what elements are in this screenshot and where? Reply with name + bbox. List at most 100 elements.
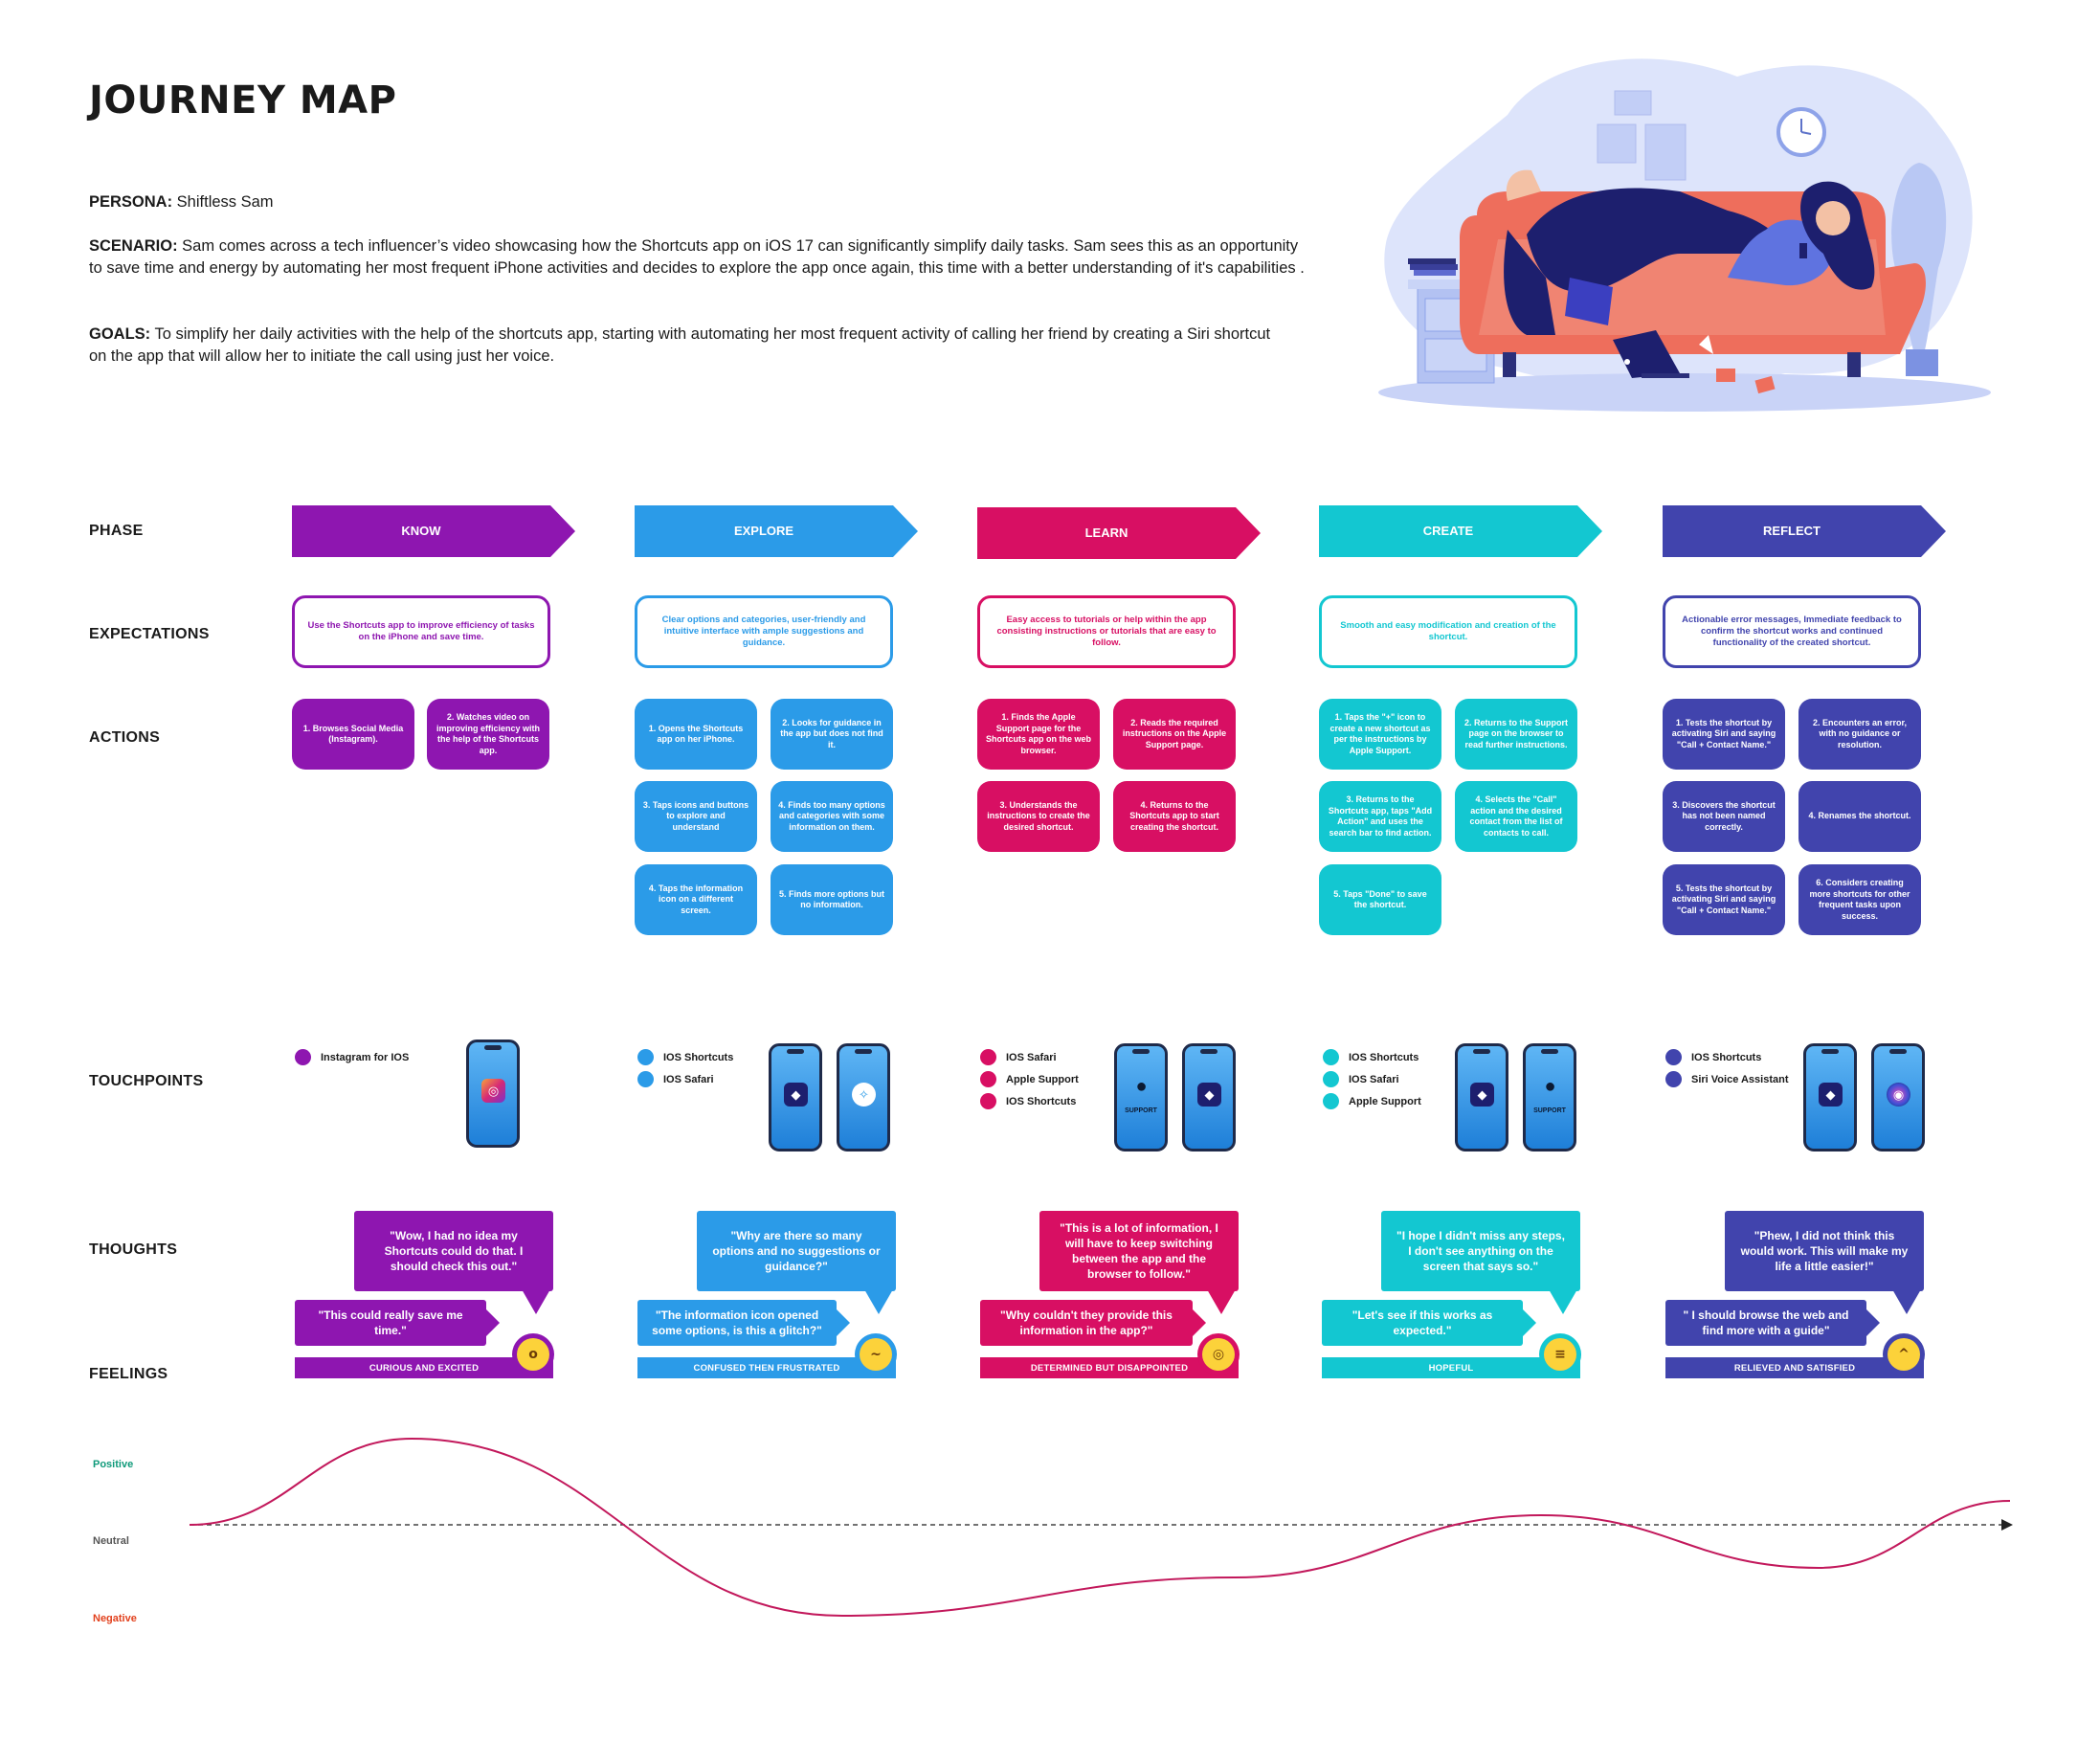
thought-know-2: "This could really save me time." <box>295 1300 486 1346</box>
phone-shortcuts: ◆ <box>769 1043 822 1151</box>
phase-create-label: CREATE <box>1422 524 1474 538</box>
action-create-4: 4. Selects the "Call" action and the des… <box>1455 781 1577 852</box>
touchpoint-item: Instagram for IOS <box>295 1046 409 1068</box>
scenario-label: SCENARIO: <box>89 237 178 255</box>
feeling-reflect: RELIEVED AND SATISFIED <box>1665 1357 1924 1378</box>
speech-tail <box>837 1309 850 1336</box>
action-learn-4: 4. Returns to the Shortcuts app to start… <box>1113 781 1236 852</box>
action-create-2: 2. Returns to the Support page on the br… <box>1455 699 1577 770</box>
axis-label-negative: Negative <box>93 1613 137 1624</box>
emoji-reflect: ^ <box>1883 1333 1925 1375</box>
thought-reflect-1: "Phew, I did not think this would work. … <box>1725 1211 1924 1291</box>
speech-tail <box>522 1289 550 1314</box>
touchpoint-item: Siri Voice Assistant <box>1665 1068 1788 1090</box>
phone-safari: ✧ <box>837 1043 890 1151</box>
phase-arrow-shape <box>292 505 575 557</box>
row-label-touchpoints: TOUCHPOINTS <box>89 1073 204 1089</box>
persona-label: PERSONA: <box>89 193 173 211</box>
action-create-1: 1. Taps the "+" icon to create a new sho… <box>1319 699 1441 770</box>
touchpoint-item: IOS Shortcuts <box>980 1090 1079 1112</box>
phone-shortcuts: ◆ <box>1803 1043 1857 1151</box>
expectation-learn: Easy access to tutorials or help within … <box>977 595 1236 668</box>
phase-know-label: KNOW <box>401 524 441 538</box>
thought-learn-1: "This is a lot of information, I will ha… <box>1039 1211 1239 1291</box>
action-reflect-1: 1. Tests the shortcut by activating Siri… <box>1663 699 1785 770</box>
touchpoint-item: Apple Support <box>1323 1090 1421 1112</box>
bullet-dot <box>637 1049 654 1065</box>
touchpoint-label: IOS Safari <box>663 1073 714 1085</box>
apple-support-icon: ● <box>1135 1076 1148 1097</box>
emotion-curve-chart <box>189 1437 2013 1618</box>
touchpoints-create: IOS Shortcuts IOS Safari Apple Support <box>1323 1046 1421 1112</box>
action-learn-3: 3. Understands the instructions to creat… <box>977 781 1100 852</box>
support-label: SUPPORT <box>1533 1107 1566 1114</box>
speech-tail <box>864 1289 893 1314</box>
action-explore-4: 4. Finds too many options and categories… <box>771 781 893 852</box>
row-label-feelings: FEELINGS <box>89 1366 168 1382</box>
touchpoint-label: IOS Shortcuts <box>663 1051 734 1063</box>
action-reflect-6: 6. Considers creating more shortcuts for… <box>1798 864 1921 935</box>
emotion-line <box>189 1437 2011 1618</box>
phone-apple-support: ● SUPPORT <box>1523 1043 1576 1151</box>
touchpoint-label: IOS Shortcuts <box>1691 1051 1762 1063</box>
phase-learn-label: LEARN <box>1084 525 1128 540</box>
action-know-2: 2. Watches video on improving efficiency… <box>427 699 549 770</box>
touchpoint-label: Siri Voice Assistant <box>1691 1073 1789 1085</box>
speech-tail <box>1892 1289 1921 1314</box>
thought-explore-2: "The information icon opened some option… <box>637 1300 837 1346</box>
bullet-dot <box>1665 1049 1682 1065</box>
bullet-dot <box>1323 1071 1339 1087</box>
row-label-phase: PHASE <box>89 523 144 539</box>
axis-label-positive: Positive <box>93 1459 134 1470</box>
expectation-know: Use the Shortcuts app to improve efficie… <box>292 595 550 668</box>
phone-siri: ◉ <box>1871 1043 1925 1151</box>
shortcuts-app-icon: ◆ <box>784 1083 808 1107</box>
emoji-learn: ◎ <box>1197 1333 1240 1375</box>
grinning-sweat-face-icon: ^ <box>1888 1338 1920 1371</box>
action-reflect-5: 5. Tests the shortcut by activating Siri… <box>1663 864 1785 935</box>
phase-know: KNOW <box>292 505 575 557</box>
bullet-dot <box>637 1071 654 1087</box>
phase-arrow-shape <box>1663 505 1946 557</box>
bullet-dot <box>1323 1049 1339 1065</box>
shortcuts-app-icon: ◆ <box>1819 1083 1843 1107</box>
phone-notch <box>855 1049 872 1054</box>
emoji-know: o <box>512 1333 554 1375</box>
action-learn-1: 1. Finds the Apple Support page for the … <box>977 699 1100 770</box>
feeling-know: CURIOUS AND EXCITED <box>295 1357 553 1378</box>
touchpoint-label: Apple Support <box>1006 1073 1079 1085</box>
action-explore-3: 3. Taps icons and buttons to explore and… <box>635 781 757 852</box>
touchpoint-label: IOS Shortcuts <box>1349 1051 1419 1063</box>
speech-tail <box>1523 1309 1536 1336</box>
thought-reflect-2: " I should browse the web and find more … <box>1665 1300 1866 1346</box>
persona-illustration <box>1378 58 1991 412</box>
bullet-dot <box>1665 1071 1682 1087</box>
phone-notch <box>1200 1049 1218 1054</box>
phase-explore: EXPLORE <box>635 505 918 557</box>
scenario-text: SCENARIO: Sam comes across a tech influe… <box>89 235 1314 279</box>
phase-arrow-shape <box>635 505 918 557</box>
thought-create-2: "Let's see if this works as expected." <box>1322 1300 1523 1346</box>
siri-icon: ◉ <box>1887 1083 1910 1107</box>
apple-support-icon: ● <box>1544 1076 1556 1097</box>
support-label: SUPPORT <box>1125 1107 1157 1114</box>
face-with-monocle-icon: ◎ <box>1202 1338 1235 1371</box>
bullet-dot <box>1323 1093 1339 1109</box>
action-explore-6: 5. Finds more options but no information… <box>771 864 893 935</box>
thought-learn-2: "Why couldn't they provide this informat… <box>980 1300 1193 1346</box>
shortcuts-app-icon: ◆ <box>1470 1083 1494 1107</box>
touchpoint-item: IOS Safari <box>980 1046 1079 1068</box>
bullet-dot <box>980 1071 996 1087</box>
hushed-face-icon: o <box>517 1338 549 1371</box>
touchpoint-label: IOS Safari <box>1006 1051 1057 1063</box>
bullet-dot <box>980 1049 996 1065</box>
speech-tail <box>1866 1309 1880 1336</box>
action-explore-2: 2. Looks for guidance in the app but doe… <box>771 699 893 770</box>
emoji-explore: ~ <box>855 1333 897 1375</box>
page-title: JOURNEY MAP <box>89 78 397 123</box>
scenario-value: Sam comes across a tech influencer’s vid… <box>89 237 1305 277</box>
phone-notch <box>1132 1049 1150 1054</box>
touchpoints-know: Instagram for IOS <box>295 1046 409 1068</box>
feeling-learn: DETERMINED BUT DISAPPOINTED <box>980 1357 1239 1378</box>
goals-text: GOALS: To simplify her daily activities … <box>89 324 1285 368</box>
